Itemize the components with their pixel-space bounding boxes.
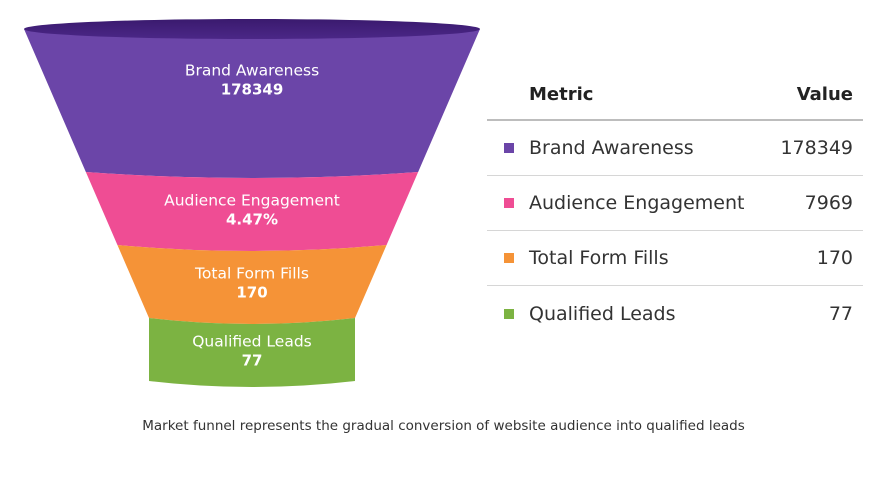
- funnel-segment-qualified-leads: [149, 318, 355, 387]
- row-label: Total Form Fills: [529, 247, 669, 269]
- funnel-label-brand-awareness: Brand Awareness: [185, 62, 319, 80]
- funnel-label-total-form-fills: Total Form Fills: [194, 265, 309, 283]
- funnel-value-total-form-fills: 170: [236, 284, 267, 302]
- row-value: 77: [828, 302, 853, 325]
- legend-swatch-qualified-leads: [504, 308, 514, 319]
- metric-column-header: Metric: [529, 84, 594, 105]
- funnel-label-qualified-leads: Qualified Leads: [192, 333, 312, 351]
- funnel-value-brand-awareness: 178349: [221, 81, 284, 99]
- row-label: Brand Awareness: [529, 137, 694, 159]
- funnel-segment-audience-engagement: [85, 172, 419, 251]
- table-row-brand-awareness: Brand Awareness 178349: [487, 121, 863, 176]
- legend-swatch-audience-engagement: [504, 198, 514, 208]
- row-value: 178349: [780, 137, 853, 159]
- legend-swatch-total-form-fills: [504, 253, 514, 263]
- funnel-value-qualified-leads: 77: [242, 352, 263, 370]
- metric-table: Metric Value Brand Awareness 178349 Audi…: [487, 70, 863, 341]
- row-label: Audience Engagement: [529, 192, 745, 214]
- value-column-header: Value: [796, 84, 853, 105]
- table-row-total-form-fills: Total Form Fills 170: [487, 231, 863, 286]
- funnel-label-audience-engagement: Audience Engagement: [164, 192, 340, 210]
- table-row-qualified-leads: Qualified Leads 77: [487, 286, 863, 341]
- row-value: 170: [816, 247, 853, 269]
- table-header: Metric Value: [487, 70, 863, 121]
- row-label: Qualified Leads: [529, 302, 676, 325]
- table-row-audience-engagement: Audience Engagement 7969: [487, 176, 863, 231]
- funnel-segment-brand-awareness: [24, 29, 480, 178]
- funnel-value-audience-engagement: 4.47%: [226, 211, 278, 229]
- row-value: 7969: [804, 192, 853, 214]
- funnel-rim: [24, 19, 480, 39]
- funnel-segment-total-form-fills: [117, 245, 387, 324]
- chart-caption: Market funnel represents the gradual con…: [142, 418, 745, 434]
- legend-swatch-brand-awareness: [504, 143, 514, 153]
